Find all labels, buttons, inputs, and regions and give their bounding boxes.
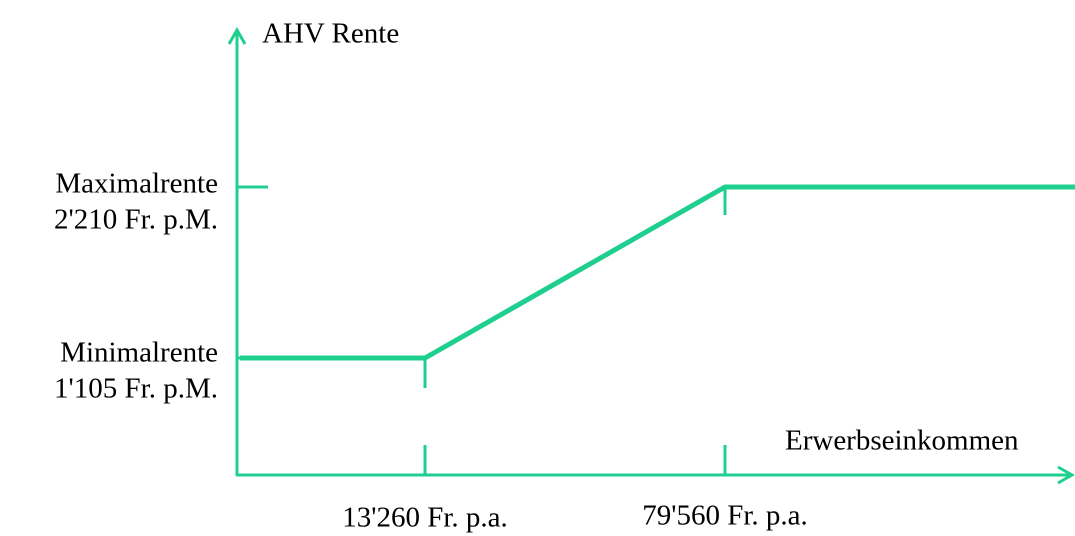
x-axis-title: Erwerbseinkommen	[785, 425, 1019, 457]
y-axis-arrow	[227, 26, 247, 45]
x-tick-label: 13'260 Fr. p.a.	[342, 502, 508, 534]
y-tick-amount: 2'210 Fr. p.M.	[54, 204, 218, 236]
y-tick-name: Maximalrente	[55, 168, 218, 200]
x-tick-label: 79'560 Fr. p.a.	[642, 500, 808, 532]
y-axis-title: AHV Rente	[262, 18, 399, 50]
y-tick-amount: 1'105 Fr. p.M.	[54, 373, 218, 405]
pension-curve	[240, 184, 1075, 361]
y-tick-name: Minimalrente	[60, 337, 218, 369]
x-axis-arrow	[1057, 465, 1075, 485]
